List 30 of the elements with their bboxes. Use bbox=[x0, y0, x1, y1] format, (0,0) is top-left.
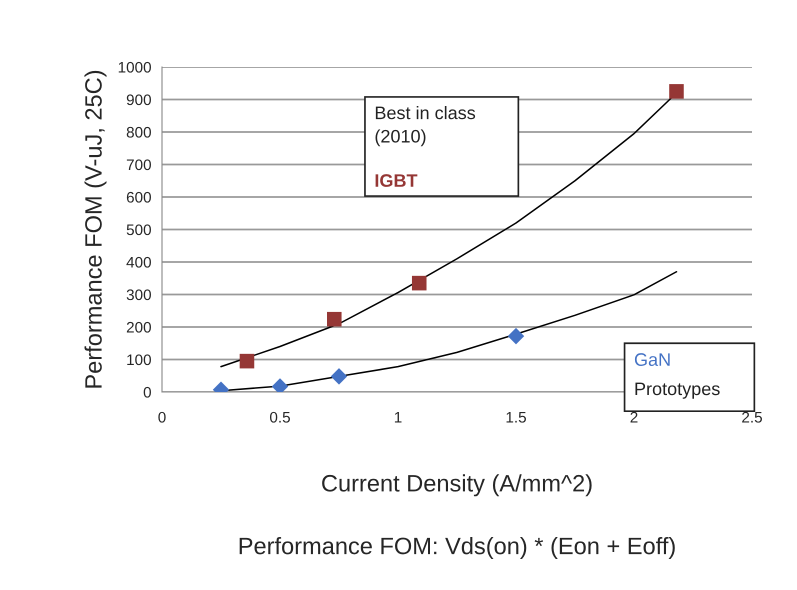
x-tick-label: 0 bbox=[158, 412, 166, 423]
x-tick-label: 1 bbox=[394, 412, 402, 423]
y-tick-label: 400 bbox=[126, 256, 151, 268]
y-tick-label: 100 bbox=[127, 354, 151, 366]
point bbox=[330, 368, 348, 385]
y-tick-label: 200 bbox=[126, 322, 151, 333]
annotation: Prototypes bbox=[635, 382, 720, 399]
point bbox=[240, 354, 254, 368]
y-tick-label: 700 bbox=[126, 159, 151, 170]
y-tick-label: 500 bbox=[126, 224, 151, 236]
y-tick-label: 300 bbox=[126, 289, 151, 300]
x-tick-label: 0.5 bbox=[270, 412, 290, 423]
point bbox=[326, 312, 342, 326]
y-axis-title: Performance FOM (V-uJ, 25C) bbox=[84, 70, 106, 388]
point bbox=[669, 84, 684, 99]
x-tick-label: 2.5 bbox=[742, 412, 762, 423]
x-tick-label: 2 bbox=[630, 412, 638, 423]
point bbox=[508, 328, 524, 344]
x-axis-title: Current Density (A/mm^2) bbox=[322, 474, 592, 496]
y-tick-label: 900 bbox=[126, 94, 151, 106]
annotation: Best in class (2010) bbox=[376, 106, 476, 146]
point bbox=[412, 276, 427, 290]
text: GaN bbox=[634, 353, 670, 366]
x-tick-label: 1.5 bbox=[506, 412, 526, 423]
y-tick-label: 0 bbox=[144, 386, 151, 398]
y-tick-label: 800 bbox=[126, 126, 151, 138]
text: IGBT bbox=[376, 174, 418, 187]
y-tick-label: 600 bbox=[126, 192, 151, 203]
y-tick-label: 1000 bbox=[118, 62, 151, 73]
text: Performance FOM: Vds(on) * (Eon + Eoff) bbox=[240, 536, 675, 559]
